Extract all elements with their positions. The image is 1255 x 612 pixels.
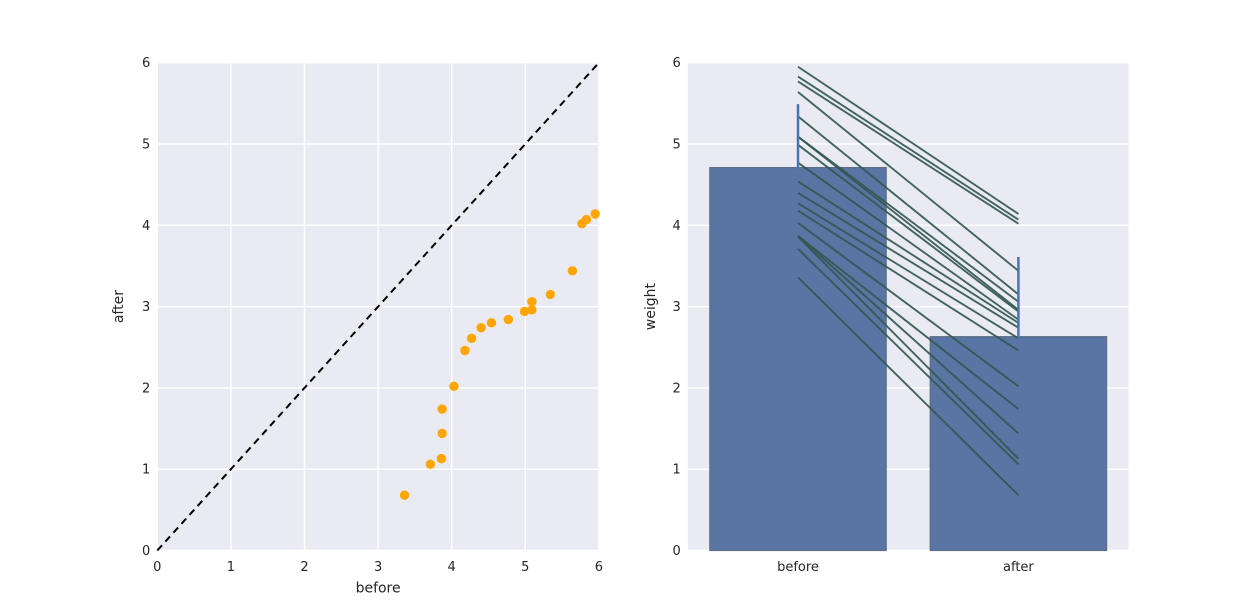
scatter-point [590,209,600,219]
y-tick-label: 1 [142,463,150,478]
x-tick-label: 6 [595,560,603,575]
left-plot: 0 1 2 3 4 5 6 0 1 2 3 4 5 6 before after [111,56,603,596]
paired-line [797,161,1019,321]
scatter-point [519,306,530,317]
paired-line [797,180,1019,324]
y-tick-label: 1 [673,463,681,478]
scatter-point [503,314,514,325]
bar [709,166,887,552]
paired-line [797,235,1020,435]
paired-line [797,135,1019,311]
y-tick-label: 0 [142,544,150,559]
paired-line [797,191,1019,329]
scatter-point [527,305,537,315]
scatter-point [486,318,497,328]
x-axis-label: before [356,581,401,597]
y-axis-label: weight [643,282,659,330]
y-tick-label: 0 [673,544,681,559]
scatter-point [437,404,447,414]
paired-line [797,202,1019,340]
scatter-point [399,490,410,500]
scatter-point [466,333,477,344]
paired-line [797,222,1019,388]
scatter-point [425,459,436,470]
y-tick-label: 2 [142,381,150,396]
x-tick-label: 3 [374,560,382,575]
x-tick-label: 4 [448,560,456,575]
paired-line [797,115,1019,296]
scatter-point [476,323,486,333]
y-tick-label: 4 [142,219,150,234]
identity-line [156,62,600,552]
paired-line [797,80,1019,225]
paired-line [797,235,1019,410]
paired-line [797,236,1020,460]
paired-line [797,135,1019,303]
scatter-point [460,345,470,356]
x-tick-label: 0 [153,560,161,575]
paired-line [797,276,1020,496]
scatter-point [437,428,447,439]
y-axis-label: after [111,290,127,323]
y-tick-label: 3 [673,300,681,315]
bar [929,336,1108,552]
x-tick-label: 2 [300,560,308,575]
x-tick-label: 5 [521,560,529,575]
paired-line [797,248,1020,466]
paired-line [797,91,1019,272]
paired-line [797,65,1019,215]
y-tick-label: 4 [673,219,681,234]
scatter-point [449,381,459,391]
paired-line [797,75,1019,221]
y-tick-label: 3 [142,300,150,315]
y-tick-label: 5 [142,138,150,153]
y-tick-label: 6 [142,56,150,71]
scatter-point [581,214,592,225]
scatter-point [527,297,537,307]
right-plot: before after 0 1 2 3 4 5 6 weight [643,56,1129,575]
paired-line [797,209,1019,352]
scatter-point [545,289,556,300]
category-tick-label: after [1003,560,1034,575]
paired-line [797,144,1019,313]
x-tick-label: 1 [227,560,235,575]
y-tick-label: 5 [673,138,681,153]
y-tick-label: 6 [673,56,681,71]
y-tick-label: 2 [673,381,681,396]
scatter-point [567,266,578,276]
scatter-point [436,453,447,464]
category-tick-label: before [777,560,819,575]
